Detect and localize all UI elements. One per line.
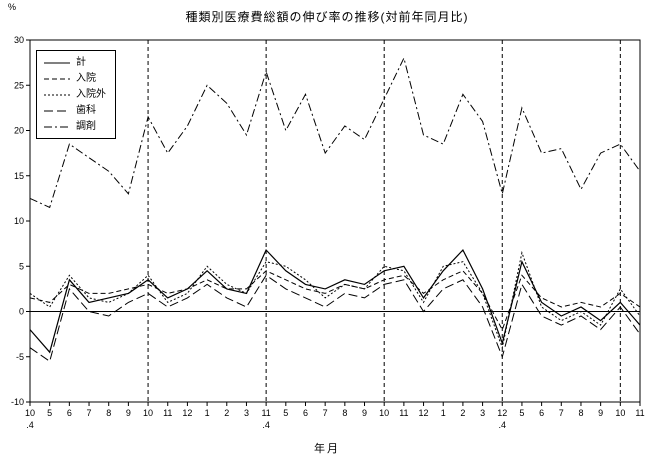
x-tick-label: 2	[460, 408, 465, 418]
x-tick-label: 7	[559, 408, 564, 418]
x-tick-label: 9	[362, 408, 367, 418]
legend: 計 入院 入院外 歯科 調剤	[36, 50, 116, 139]
x-tick-label: 6	[67, 408, 72, 418]
legend-label-total: 計	[76, 57, 86, 68]
x-tick-label: 11	[163, 408, 172, 418]
y-tick-label: 0	[19, 307, 24, 317]
series-line-4	[29, 56, 641, 209]
y-tick-label: 25	[14, 80, 24, 90]
x-tick-label: 7	[323, 408, 328, 418]
y-tick-label: 30	[14, 35, 24, 45]
legend-label-dental: 歯科	[76, 105, 96, 116]
x-tick-label: 10	[25, 408, 35, 418]
line-sample-long-dash	[44, 110, 70, 111]
line-sample-dash-dot	[44, 126, 70, 127]
x-tick-label: 5	[283, 408, 288, 418]
x-axis-title: 年月	[314, 443, 340, 455]
x-tick-sub-label: .4	[26, 420, 34, 430]
x-tick-sub-label: .4	[499, 420, 507, 430]
x-tick-label: 9	[126, 408, 131, 418]
x-tick-label: 7	[87, 408, 92, 418]
y-tick-label: -10	[11, 397, 24, 407]
y-axis-unit-label: %	[8, 2, 17, 12]
x-tick-label: 2	[224, 408, 229, 418]
x-tick-label: 3	[244, 408, 249, 418]
x-tick-label: 5	[47, 408, 52, 418]
y-tick-label: 5	[19, 261, 24, 271]
x-tick-label: 1	[441, 408, 446, 418]
x-tick-label: 9	[598, 408, 603, 418]
x-tick-label: 12	[419, 408, 429, 418]
legend-label-inpatient: 入院	[76, 73, 96, 84]
line-sample-short-dash	[44, 94, 70, 95]
legend-item-inpatient: 入院	[44, 72, 106, 85]
x-tick-label: 1	[205, 408, 210, 418]
x-tick-label: 6	[303, 408, 308, 418]
x-tick-label: 11	[261, 408, 270, 418]
x-tick-label: 12	[182, 408, 192, 418]
x-tick-label: 5	[519, 408, 524, 418]
x-tick-label: 10	[143, 408, 153, 418]
y-tick-label: 15	[14, 171, 24, 181]
line-sample-solid	[44, 62, 70, 63]
x-tick-sub-label: .4	[262, 420, 270, 430]
y-tick-label: 20	[14, 126, 24, 136]
series-line-3	[29, 274, 641, 363]
y-tick-label: -5	[16, 352, 24, 362]
x-tick-label: 11	[399, 408, 408, 418]
series-line-0	[29, 248, 641, 354]
series-line-1	[29, 270, 641, 331]
x-tick-label: 8	[342, 408, 347, 418]
x-tick-label: 6	[539, 408, 544, 418]
legend-item-total: 計	[44, 56, 106, 69]
x-tick-label: 12	[497, 408, 507, 418]
legend-item-dispensing: 調剤	[44, 120, 106, 133]
x-tick-label: 8	[106, 408, 111, 418]
legend-label-dispensing: 調剤	[76, 121, 96, 132]
y-tick-label: 10	[14, 216, 24, 226]
line-sample-dashed	[44, 78, 70, 79]
x-tick-label: 11	[635, 408, 644, 418]
x-tick-label: 10	[615, 408, 625, 418]
chart-title: 種類別医療費総額の伸び率の推移(対前年同月比)	[185, 10, 469, 24]
x-tick-label: 3	[480, 408, 485, 418]
x-tick-label: 10	[379, 408, 389, 418]
legend-item-outpatient: 入院外	[44, 88, 106, 101]
x-tick-label: 8	[578, 408, 583, 418]
series-line-2	[29, 250, 641, 350]
plot-border	[29, 39, 641, 403]
legend-item-dental: 歯科	[44, 104, 106, 117]
legend-label-outpatient: 入院外	[76, 89, 106, 100]
